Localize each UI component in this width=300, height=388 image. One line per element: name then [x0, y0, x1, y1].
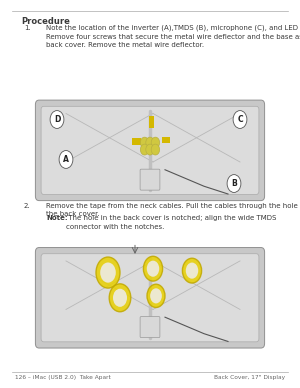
Text: A: A — [63, 155, 69, 164]
FancyBboxPatch shape — [35, 248, 265, 348]
Text: The hole in the back cover is notched; align the wide TMDS
connector with the no: The hole in the back cover is notched; a… — [66, 215, 276, 230]
Text: 2.: 2. — [24, 203, 31, 209]
Text: Remove the tape from the neck cables. Pull the cables through the hole in center: Remove the tape from the neck cables. Pu… — [46, 203, 300, 217]
Circle shape — [150, 288, 162, 303]
Circle shape — [113, 289, 127, 307]
Text: C: C — [237, 115, 243, 124]
Circle shape — [140, 137, 149, 148]
Circle shape — [59, 151, 73, 168]
FancyBboxPatch shape — [41, 254, 259, 342]
Text: D: D — [54, 115, 60, 124]
FancyBboxPatch shape — [140, 317, 160, 338]
FancyBboxPatch shape — [41, 106, 259, 194]
Circle shape — [96, 257, 120, 288]
Text: Back Cover, 17" Display: Back Cover, 17" Display — [214, 375, 285, 379]
Circle shape — [146, 137, 154, 148]
Text: 1.: 1. — [24, 25, 31, 31]
Circle shape — [147, 261, 159, 277]
Circle shape — [182, 258, 202, 283]
Circle shape — [151, 137, 160, 148]
Bar — [132, 137, 141, 144]
Text: 126 – iMac (USB 2.0)  Take Apart: 126 – iMac (USB 2.0) Take Apart — [15, 375, 111, 379]
Circle shape — [100, 262, 116, 282]
Bar — [162, 137, 170, 143]
Circle shape — [227, 175, 241, 192]
Text: B: B — [231, 179, 237, 188]
Circle shape — [151, 144, 160, 155]
Text: Note:: Note: — [46, 215, 68, 221]
Text: Note the location of the inverter (A),TMDS (B), microphone (C), and LED (D) cabl: Note the location of the inverter (A),TM… — [46, 25, 300, 48]
FancyBboxPatch shape — [35, 100, 265, 201]
Circle shape — [109, 284, 131, 312]
Circle shape — [146, 144, 154, 155]
Circle shape — [50, 111, 64, 128]
Text: Procedure: Procedure — [21, 17, 70, 26]
Circle shape — [186, 263, 198, 279]
Circle shape — [143, 256, 163, 281]
Circle shape — [140, 144, 149, 155]
Circle shape — [233, 111, 247, 128]
Circle shape — [147, 284, 165, 307]
Bar — [148, 116, 154, 128]
FancyBboxPatch shape — [140, 169, 160, 190]
